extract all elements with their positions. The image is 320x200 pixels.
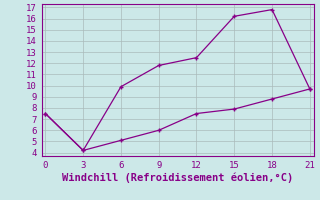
X-axis label: Windchill (Refroidissement éolien,°C): Windchill (Refroidissement éolien,°C) [62,173,293,183]
